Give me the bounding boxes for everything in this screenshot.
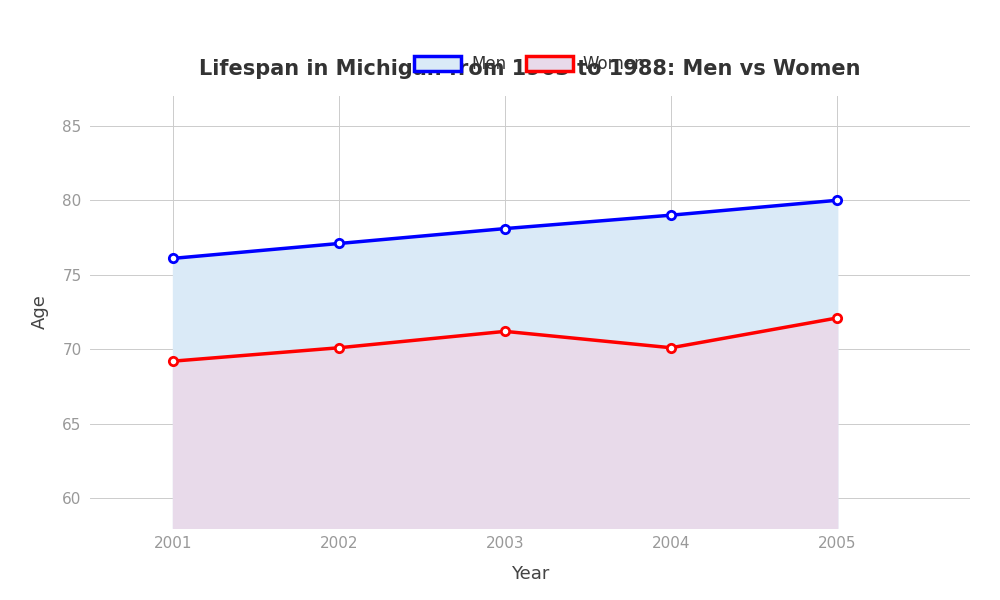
X-axis label: Year: Year [511,565,549,583]
Title: Lifespan in Michigan from 1963 to 1988: Men vs Women: Lifespan in Michigan from 1963 to 1988: … [199,59,861,79]
Y-axis label: Age: Age [30,295,48,329]
Legend: Men, Women: Men, Women [408,48,652,80]
